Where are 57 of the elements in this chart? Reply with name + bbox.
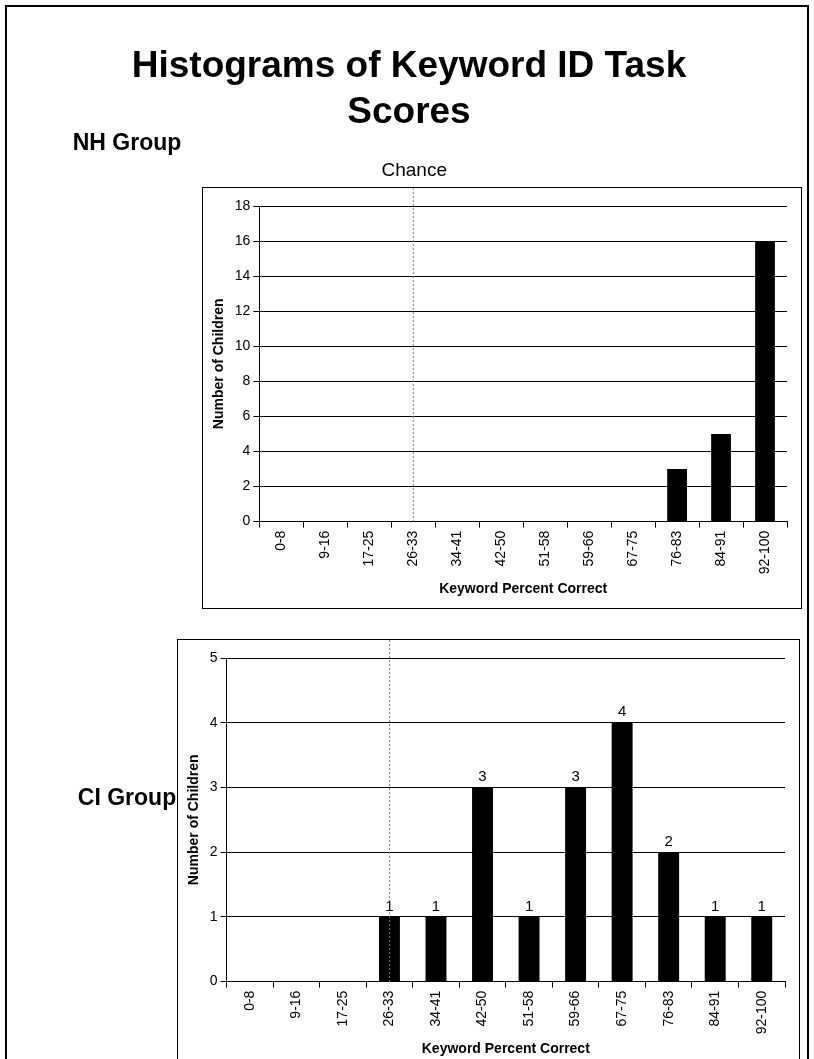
x-tick-label: 34-41 bbox=[448, 530, 465, 567]
x-axis-title: Keyword Percent Correct bbox=[421, 1040, 591, 1057]
x-tick-label: 34-41 bbox=[426, 990, 443, 1027]
x-tick-label: 76-83 bbox=[667, 530, 684, 567]
x-tick-label: 59-66 bbox=[566, 990, 583, 1027]
y-tick-label: 12 bbox=[234, 302, 251, 319]
y-tick-label: 2 bbox=[209, 843, 218, 860]
y-tick-label: 4 bbox=[209, 713, 218, 730]
y-tick-label: 8 bbox=[242, 372, 251, 389]
x-tick-label: 17-25 bbox=[360, 530, 377, 567]
y-axis-title: Number of Children bbox=[185, 754, 202, 886]
y-tick-label: 10 bbox=[234, 337, 251, 354]
x-axis-title: Keyword Percent Correct bbox=[439, 580, 608, 597]
text: NH Group bbox=[72, 128, 182, 157]
x-tick-label: 17-25 bbox=[333, 990, 350, 1027]
x-tick-label: 51-58 bbox=[519, 990, 536, 1027]
y-tick-label: 5 bbox=[209, 648, 218, 665]
y-tick-label: 16 bbox=[234, 231, 251, 248]
x-tick-label: 0-8 bbox=[272, 530, 289, 551]
y-tick-label: 2 bbox=[242, 477, 251, 494]
y-tick-label: 6 bbox=[242, 407, 251, 424]
ref-line-label: Chance bbox=[380, 159, 448, 181]
data-label: 1 bbox=[385, 896, 394, 914]
y-tick-label: 0 bbox=[242, 512, 251, 529]
y-tick-label: 0 bbox=[209, 972, 218, 989]
x-tick-label: 26-33 bbox=[380, 990, 397, 1027]
x-tick-label: 92-100 bbox=[755, 530, 772, 575]
x-tick-label: 84-91 bbox=[711, 530, 728, 567]
data-label: 1 bbox=[757, 896, 766, 914]
y-axis-title: Number of Children bbox=[210, 298, 227, 430]
x-tick-label: 0-8 bbox=[240, 990, 257, 1011]
y-tick-label: 18 bbox=[234, 196, 251, 213]
x-tick-label: 84-91 bbox=[706, 990, 723, 1027]
x-tick-label: 9-16 bbox=[316, 530, 333, 559]
y-tick-label: 1 bbox=[209, 907, 218, 924]
y-tick-label: 4 bbox=[242, 442, 251, 459]
x-tick-label: 9-16 bbox=[287, 990, 304, 1019]
x-tick-label: 42-50 bbox=[492, 530, 509, 567]
x-tick-label: 59-66 bbox=[580, 530, 596, 567]
x-tick-label: 67-75 bbox=[623, 530, 640, 567]
chart-title: Histograms of Keyword ID Task Scores bbox=[131, 44, 687, 131]
data-label: 3 bbox=[571, 767, 580, 785]
y-tick-label: 14 bbox=[234, 266, 251, 283]
data-label: 2 bbox=[664, 831, 673, 849]
data-label: 3 bbox=[478, 767, 487, 785]
x-tick-label: 51-58 bbox=[536, 530, 553, 567]
x-tick-label: 92-100 bbox=[752, 990, 769, 1035]
data-label: 1 bbox=[711, 896, 720, 914]
data-label: 1 bbox=[431, 896, 441, 914]
x-tick-label: 26-33 bbox=[404, 530, 421, 567]
x-tick-label: 42-50 bbox=[473, 990, 490, 1027]
x-tick-label: 76-83 bbox=[659, 990, 676, 1027]
data-label: 4 bbox=[617, 702, 627, 720]
y-tick-label: 3 bbox=[209, 778, 218, 795]
x-tick-label: 67-75 bbox=[612, 990, 629, 1027]
text: CI Group bbox=[76, 783, 178, 812]
data-label: 1 bbox=[524, 896, 534, 914]
